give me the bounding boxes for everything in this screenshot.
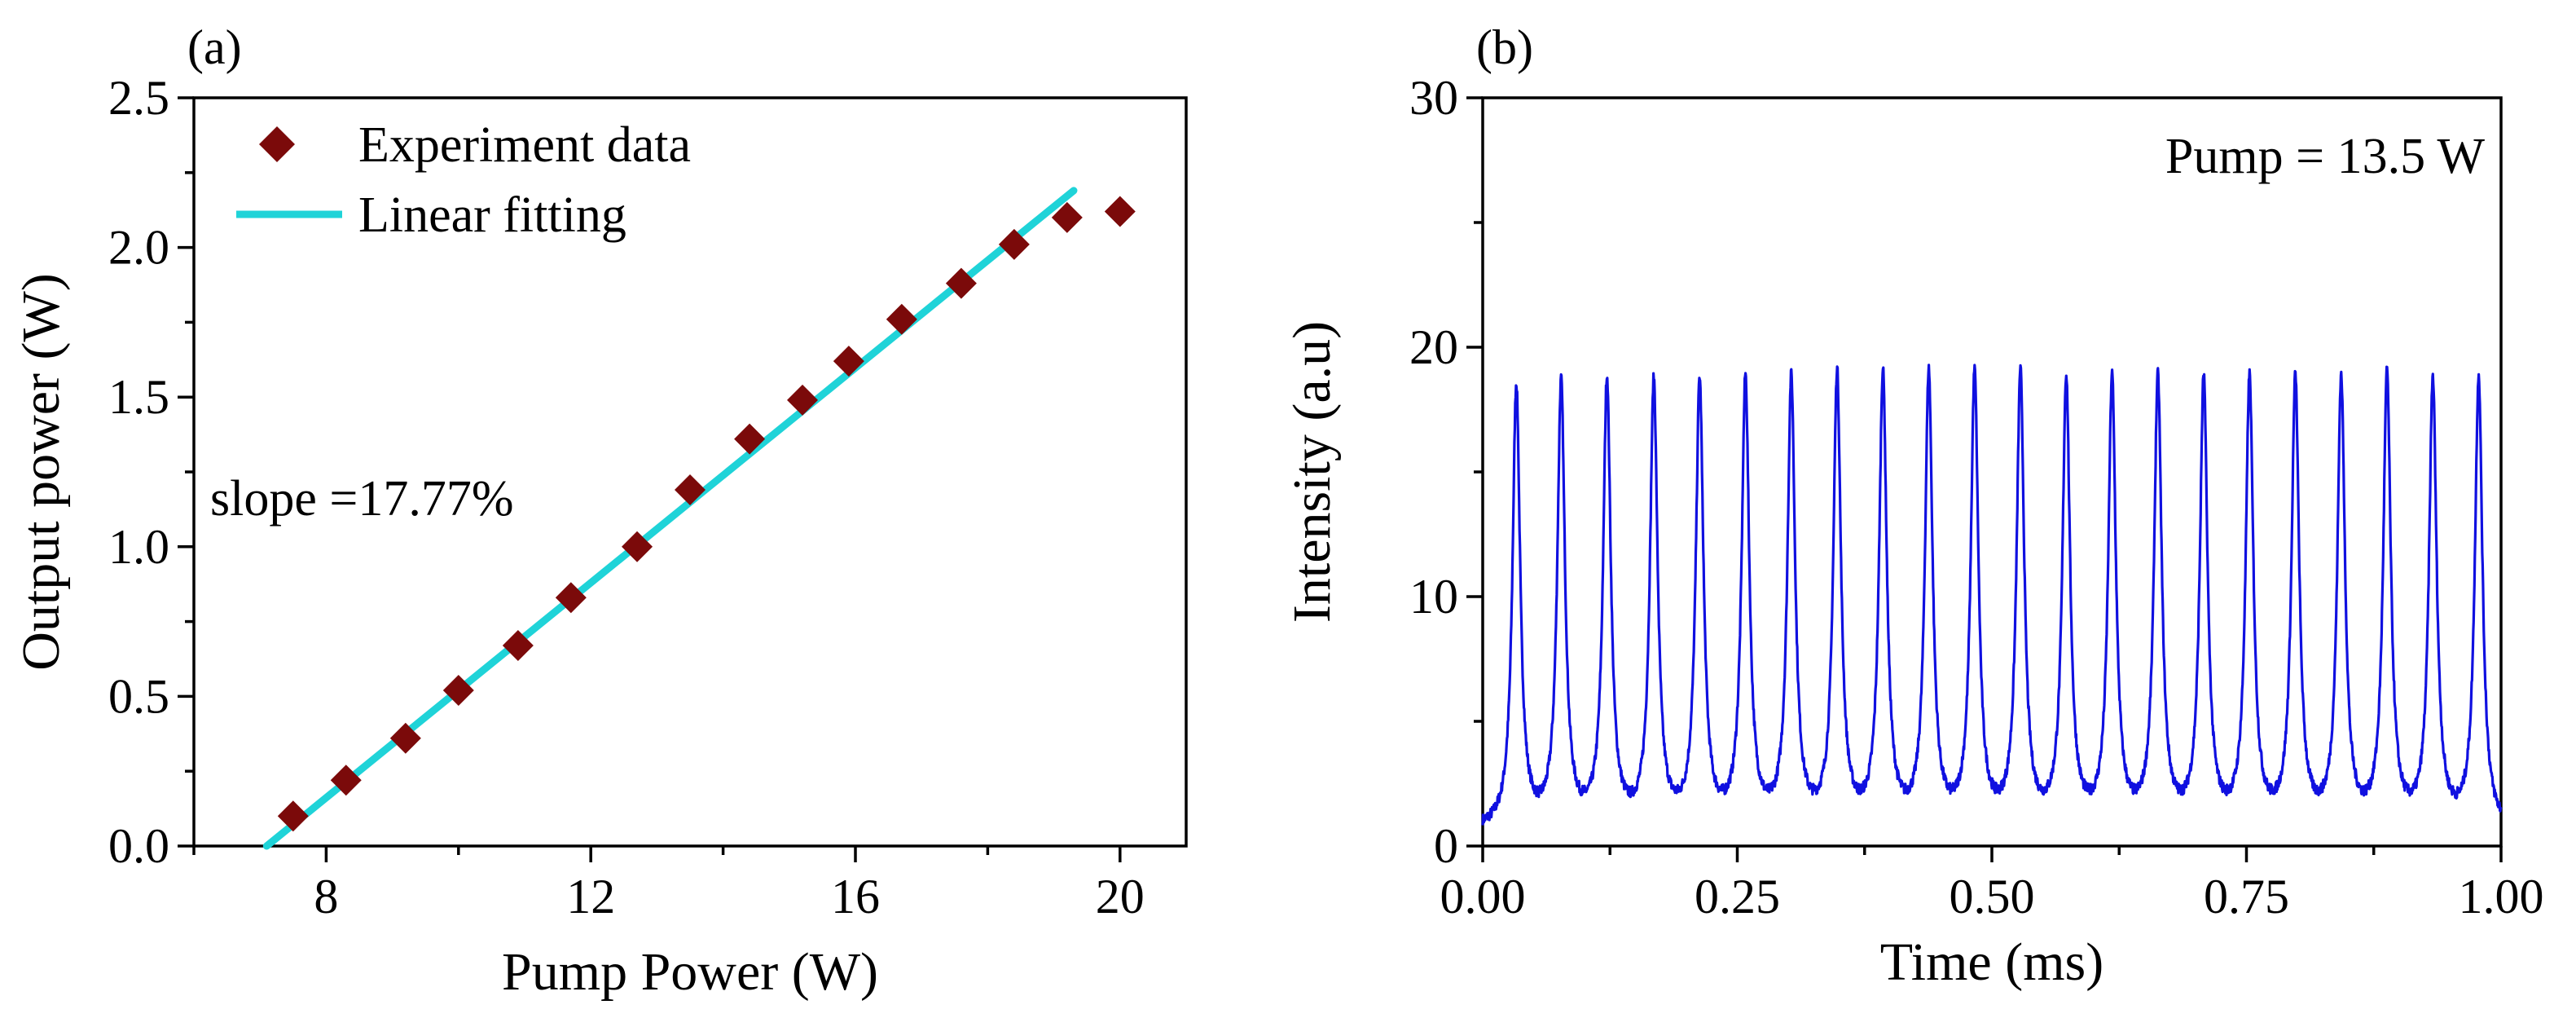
y-tick-label: 2.5 [108,71,169,125]
y-tick-label: 2.0 [108,221,169,275]
panel-a-ticks: 8 12 16 20 0.0 0.5 1.0 1.5 2.0 2.5 [108,71,1145,923]
x-tick-label: 12 [566,870,615,923]
panel-b-y-axis-title: Intensity (a.u) [1282,321,1342,623]
y-tick-label: 20 [1409,320,1458,374]
data-point [998,228,1030,260]
y-tick-label: 1.5 [108,370,169,424]
data-point [734,423,766,455]
x-tick-label: 1.00 [2459,870,2544,923]
x-tick-label: 20 [1096,870,1145,923]
legend-marker-experiment [259,126,295,162]
data-point [945,267,977,299]
panel-b: (b) 0.00 0.25 0.50 0.75 1.00 0 10 20 30 Pump = 1… [1282,20,2544,992]
x-tick-label: 0.00 [1440,870,1526,923]
panel-b-ticks: 0.00 0.25 0.50 0.75 1.00 0 10 20 30 [1409,71,2544,923]
y-tick-label: 30 [1409,71,1458,125]
data-point [442,675,474,707]
x-tick-label: 16 [831,870,880,923]
data-point [555,582,587,614]
panel-a-y-axis-title: Output power (W) [11,273,71,671]
panel-a-label: (a) [187,20,242,74]
data-point [1051,201,1083,233]
y-tick-label: 0.5 [108,669,169,723]
legend-label-experiment: Experiment data [358,117,691,173]
x-tick-label: 0.50 [1950,870,2035,923]
panel-a: (a) 8 12 16 20 0.0 0.5 1.0 1.5 2.0 2.5 Experiment… [11,20,1188,1002]
intensity-trace [1481,364,2503,826]
y-tick-label: 0.0 [108,819,169,873]
y-tick-label: 10 [1409,570,1458,624]
panel-b-pump-annotation: Pump = 13.5 W [2165,129,2486,184]
panel-a-data-points [277,196,1136,832]
panel-b-axes-frame [1481,96,2503,848]
data-point [787,384,819,416]
data-point [502,629,534,661]
y-tick-label: 1.0 [108,520,169,574]
data-point [389,722,421,754]
data-point [833,346,864,377]
panel-b-label: (b) [1476,20,1533,74]
panel-a-legend: Experiment data Linear fitting [236,117,691,243]
panel-b-trace [1481,364,2503,826]
data-point [675,474,706,506]
data-point [622,531,653,562]
data-point [277,800,309,832]
x-tick-label: 8 [314,870,338,923]
data-point [886,303,917,335]
data-point [1104,196,1136,227]
x-tick-label: 0.75 [2204,870,2289,923]
panel-a-x-axis-title: Pump Power (W) [502,942,878,1002]
legend-label-linear-fitting: Linear fitting [358,187,626,243]
panel-b-x-axis-title: Time (ms) [1880,932,2103,992]
y-tick-label: 0 [1434,819,1458,873]
x-tick-label: 0.25 [1695,870,1780,923]
panel-a-slope-annotation: slope =17.77% [210,471,513,527]
data-point [330,765,362,796]
